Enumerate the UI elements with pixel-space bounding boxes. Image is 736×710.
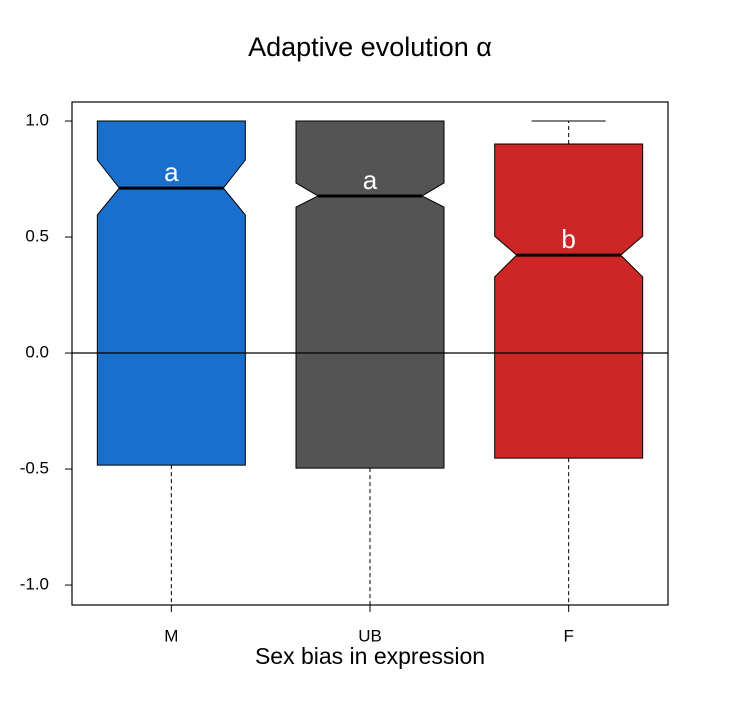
group-letter: a: [363, 165, 378, 195]
x-tick-label: UB: [358, 626, 382, 645]
y-tick-label: 0.5: [25, 227, 49, 246]
box: [96, 120, 246, 466]
box: [295, 120, 445, 469]
group-letter: a: [164, 157, 179, 187]
y-tick-label: 1.0: [25, 111, 49, 130]
y-tick-label: 0.0: [25, 343, 49, 362]
box: [494, 143, 644, 459]
group-letter: b: [561, 224, 575, 254]
x-tick-label: M: [164, 626, 178, 645]
x-axis-label: Sex bias in expression: [255, 643, 485, 669]
y-tick-label: -1.0: [20, 575, 49, 594]
x-tick-label: F: [563, 626, 573, 645]
chart-title: Adaptive evolution α: [248, 32, 492, 62]
y-tick-label: -0.5: [20, 459, 49, 478]
